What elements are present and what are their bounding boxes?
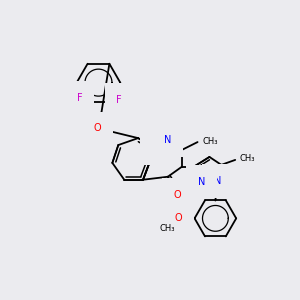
Text: N: N	[198, 177, 205, 187]
Text: N: N	[164, 135, 172, 145]
Text: CH₃: CH₃	[159, 224, 175, 233]
Text: O: O	[175, 213, 182, 224]
Text: CH₃: CH₃	[239, 154, 255, 164]
Text: O: O	[94, 123, 101, 133]
Text: O: O	[174, 190, 182, 200]
Text: N: N	[214, 176, 221, 186]
Text: F: F	[77, 92, 82, 103]
Text: N: N	[151, 143, 159, 153]
Text: CH₃: CH₃	[202, 136, 218, 146]
Text: F: F	[116, 94, 122, 104]
